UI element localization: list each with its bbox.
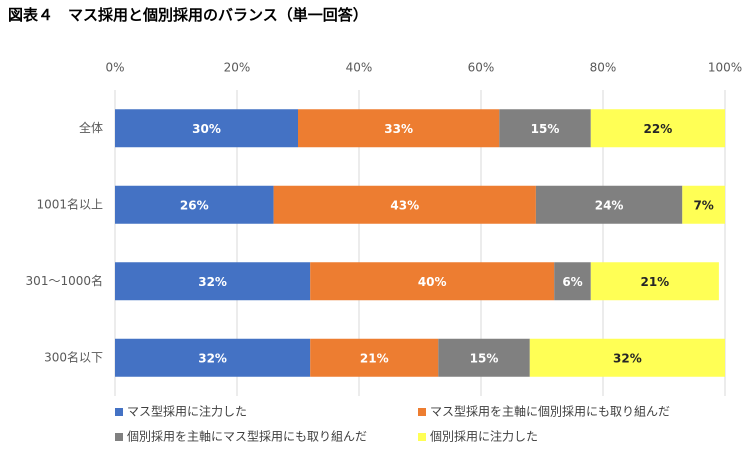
legend-swatch	[418, 408, 426, 416]
bar-segment	[682, 185, 725, 224]
x-tick-label: 0%	[105, 61, 124, 75]
data-label: 30%	[192, 122, 221, 136]
x-tick-label: 80%	[590, 61, 617, 75]
bar-segment	[115, 338, 311, 377]
data-label: 40%	[418, 275, 447, 289]
legend-swatch	[418, 433, 426, 441]
bar-segment	[273, 185, 536, 224]
bar-segment	[310, 338, 439, 377]
bar-segment	[590, 109, 725, 148]
legend-label: マス型採用に注力した	[127, 404, 247, 419]
x-tick-label: 100%	[708, 61, 742, 75]
data-label: 32%	[198, 275, 227, 289]
data-label: 21%	[360, 351, 389, 365]
legend-label: マス型採用を主軸に個別採用にも取り組んだ	[430, 405, 670, 419]
legend-swatch	[115, 433, 123, 441]
data-label: 6%	[562, 275, 582, 289]
legend-label: 個別採用に注力した	[430, 429, 538, 444]
data-label: 33%	[384, 122, 413, 136]
x-tick-label: 20%	[224, 61, 251, 75]
chart-title: 図表４ マス採用と個別採用のバランス（単一回答）	[8, 6, 368, 24]
y-tick-label: 301～1000名	[26, 273, 103, 288]
bar-segment	[554, 262, 591, 301]
bar-segment	[115, 185, 274, 224]
bar-segment	[115, 262, 311, 301]
bar-segment	[535, 185, 683, 224]
legend-label: 個別採用を主軸にマス型採用にも取り組んだ	[127, 430, 367, 444]
data-label: 22%	[644, 122, 673, 136]
bar-segment	[590, 262, 719, 301]
data-label: 15%	[470, 351, 499, 365]
data-label: 24%	[595, 198, 624, 212]
data-label: 15%	[531, 122, 560, 136]
bar-segment	[499, 109, 591, 148]
bar-segment	[529, 338, 725, 377]
bar-segment	[310, 262, 555, 301]
data-label: 32%	[198, 351, 227, 365]
y-tick-label: 300名以下	[44, 349, 103, 364]
data-label: 21%	[640, 275, 669, 289]
data-label: 32%	[613, 351, 642, 365]
x-tick-label: 40%	[346, 61, 373, 75]
y-tick-label: 全体	[79, 120, 103, 135]
bar-segment	[115, 109, 298, 148]
bar-segment	[438, 338, 530, 377]
data-label: 26%	[180, 198, 209, 212]
data-label: 43%	[390, 198, 419, 212]
data-label: 7%	[693, 198, 713, 212]
y-tick-label: 1001名以上	[36, 196, 103, 211]
legend-swatch	[115, 408, 123, 416]
x-tick-label: 60%	[468, 61, 495, 75]
bar-segment	[298, 109, 500, 148]
